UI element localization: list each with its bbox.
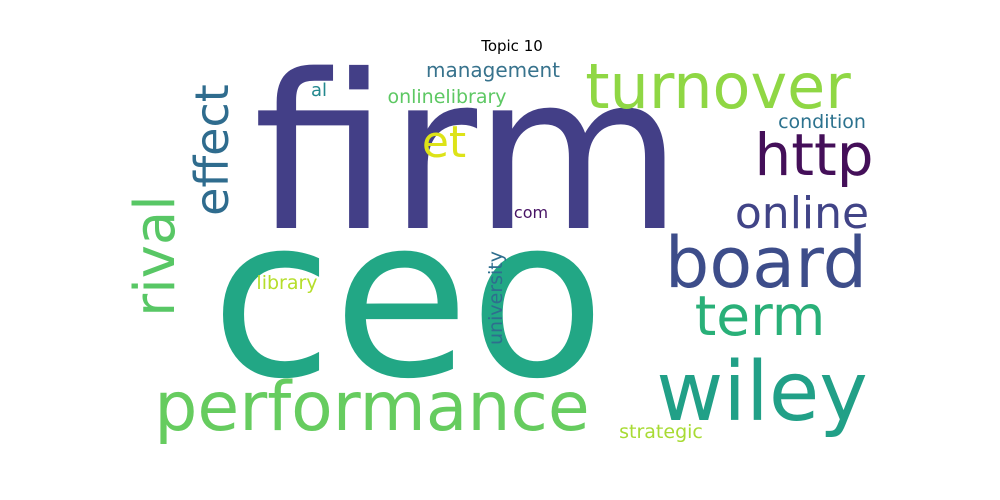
- word-condition: condition: [778, 111, 866, 133]
- word-onlinelibrary: onlinelibrary: [387, 86, 506, 108]
- word-strategic: strategic: [619, 421, 703, 443]
- word-university: university: [485, 251, 507, 345]
- word-performance: performance: [154, 368, 590, 447]
- word-management: management: [426, 58, 560, 82]
- word-firm: firm: [253, 28, 682, 279]
- word-effect: effect: [185, 84, 239, 216]
- word-http: http: [754, 121, 873, 189]
- word-turnover: turnover: [585, 50, 851, 123]
- word-al: al: [311, 80, 327, 101]
- word-com: com: [514, 203, 548, 222]
- word-wiley: wiley: [656, 345, 868, 440]
- word-term: term: [695, 284, 826, 348]
- word-ceo: ceo: [211, 170, 605, 428]
- chart-title: Topic 10: [480, 37, 543, 55]
- word-rival: rival: [123, 195, 188, 317]
- word-library: library: [256, 272, 317, 294]
- word-board: board: [665, 222, 867, 304]
- word-online: online: [735, 188, 869, 239]
- word-et: et: [422, 117, 466, 168]
